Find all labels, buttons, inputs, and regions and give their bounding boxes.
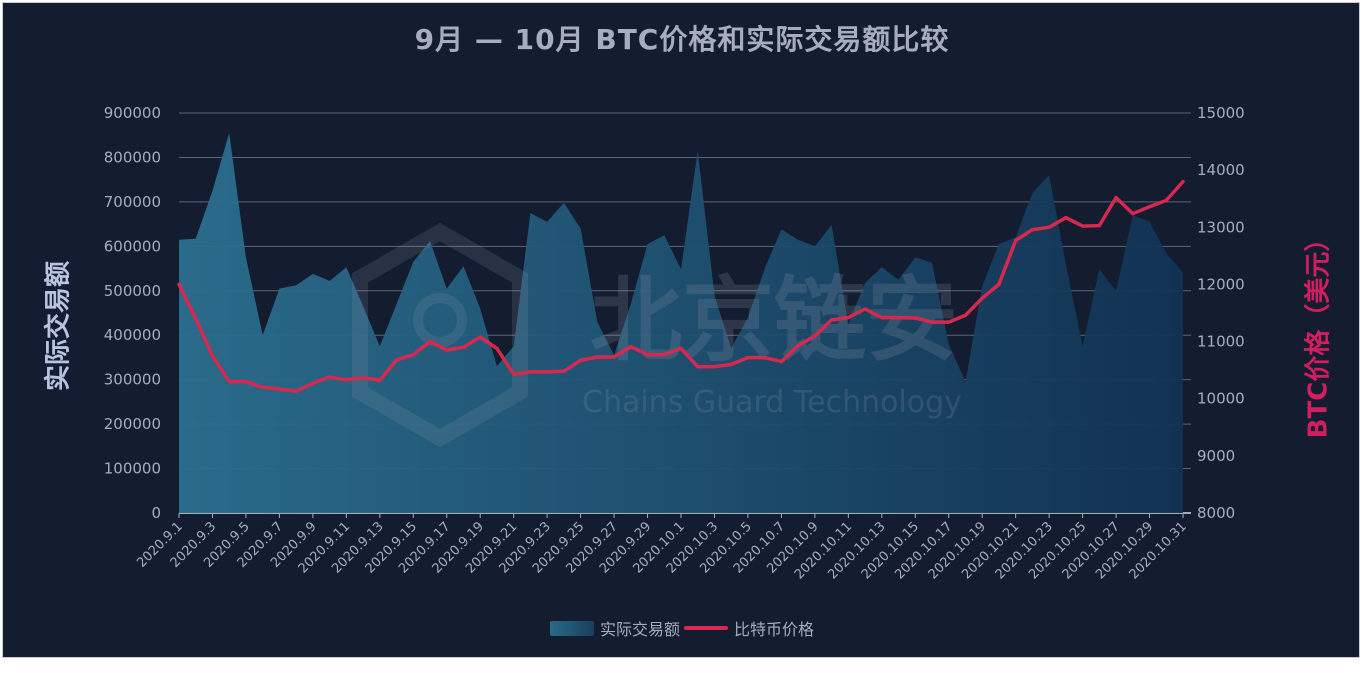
area-swatch-icon — [549, 620, 594, 636]
right-tick-label: 10000 — [1197, 390, 1245, 408]
price-point — [461, 345, 466, 349]
price-point — [1147, 205, 1152, 209]
price-point — [579, 358, 583, 362]
right-tick-label: 9000 — [1197, 447, 1235, 465]
right-tick-label: 14000 — [1197, 161, 1245, 179]
price-point — [662, 353, 666, 357]
right-tick-label: 15000 — [1197, 104, 1245, 122]
price-point — [495, 346, 499, 350]
left-tick-label: 700000 — [104, 193, 161, 211]
right-tick-label: 11000 — [1197, 333, 1245, 351]
price-point — [1047, 225, 1051, 229]
price-point — [629, 345, 633, 349]
left-tick-label: 100000 — [104, 460, 161, 478]
legend-label-price: 比特币价格 — [734, 620, 815, 639]
volume-area — [179, 133, 1183, 513]
price-point — [294, 389, 298, 393]
price-point — [612, 355, 616, 359]
price-point — [1131, 212, 1135, 216]
price-point — [779, 360, 784, 364]
price-point — [361, 376, 365, 380]
price-point — [880, 316, 884, 320]
price-point — [1114, 196, 1118, 200]
price-point — [930, 320, 934, 324]
price-point — [210, 354, 215, 358]
price-point — [645, 353, 650, 357]
price-point — [595, 355, 599, 359]
price-point — [428, 340, 432, 344]
left-tick-label: 400000 — [104, 326, 161, 344]
watermark-logo-dot-icon — [413, 293, 467, 347]
watermark: 北京链安 Chains Guard Technology — [352, 222, 962, 448]
price-point — [1064, 216, 1068, 220]
price-point — [963, 313, 968, 317]
right-axis-ticks: 8000 9000 10000 11000 12000 13000 14000 15000 — [1197, 104, 1245, 522]
price-point — [478, 335, 482, 339]
price-point — [328, 375, 332, 379]
left-axis-ticks: 0 100000 200000 300000 400000 500000 600000 700… — [104, 104, 161, 522]
price-point — [763, 356, 767, 360]
price-point — [947, 320, 951, 324]
watermark-logo-icon — [352, 222, 528, 448]
line-swatch-icon — [684, 626, 728, 630]
price-point — [1081, 224, 1085, 228]
price-point — [227, 380, 231, 384]
left-tick-label: 0 — [151, 504, 161, 522]
price-point — [562, 369, 566, 373]
price-point — [378, 378, 382, 382]
price-point — [344, 378, 348, 382]
price-point — [796, 344, 800, 348]
left-tick-label: 500000 — [104, 282, 161, 300]
watermark-en: Chains Guard Technology — [582, 385, 962, 420]
price-point — [1097, 224, 1101, 228]
price-point — [997, 282, 1001, 286]
price-point — [261, 385, 265, 389]
price-point — [445, 348, 449, 352]
legend: 实际交易额 比特币价格 — [0, 616, 1364, 640]
legend-item-price[interactable]: 比特币价格 — [684, 616, 814, 640]
price-point — [411, 353, 415, 357]
right-tick-label: 13000 — [1197, 218, 1245, 236]
right-tick-label: 8000 — [1197, 504, 1235, 522]
watermark-cn: 北京链安 — [590, 267, 958, 374]
price-point — [545, 370, 549, 374]
price-point — [896, 316, 901, 320]
price-point — [1030, 228, 1034, 232]
price-point — [512, 372, 516, 376]
line-series — [177, 179, 1185, 394]
price-point — [980, 296, 984, 300]
price-point — [244, 380, 248, 384]
left-tick-label: 800000 — [104, 148, 161, 166]
price-point — [846, 316, 850, 320]
price-point — [696, 365, 700, 369]
price-point — [1014, 238, 1018, 242]
price-point — [830, 318, 834, 322]
price-point — [194, 317, 198, 321]
left-tick-label: 600000 — [104, 237, 161, 255]
price-point — [712, 365, 717, 369]
price-point — [528, 370, 533, 374]
price-point — [746, 356, 750, 360]
left-tick-label: 900000 — [104, 104, 161, 122]
right-tick-label: 12000 — [1197, 275, 1245, 293]
price-point — [277, 387, 281, 391]
price-point — [913, 316, 917, 320]
price-point — [679, 346, 683, 350]
area-series — [179, 133, 1183, 513]
legend-label-volume: 实际交易额 — [599, 620, 680, 639]
legend-item-volume[interactable]: 实际交易额 — [549, 616, 680, 640]
chart-title: 9月 — 10月 BTC价格和实际交易额比较 — [414, 23, 950, 56]
price-point — [729, 362, 733, 366]
price-point — [311, 381, 315, 385]
price-point — [1181, 180, 1185, 184]
price-point — [394, 358, 399, 362]
x-axis-ticks: 2020.9.12020.9.32020.9.52020.9.72020.9.9… — [134, 513, 1190, 582]
price-point — [863, 307, 867, 311]
left-tick-label: 200000 — [104, 415, 161, 433]
price-point — [1164, 198, 1168, 202]
left-tick-label: 300000 — [104, 371, 161, 389]
price-point — [177, 282, 181, 286]
price-point — [813, 334, 817, 338]
